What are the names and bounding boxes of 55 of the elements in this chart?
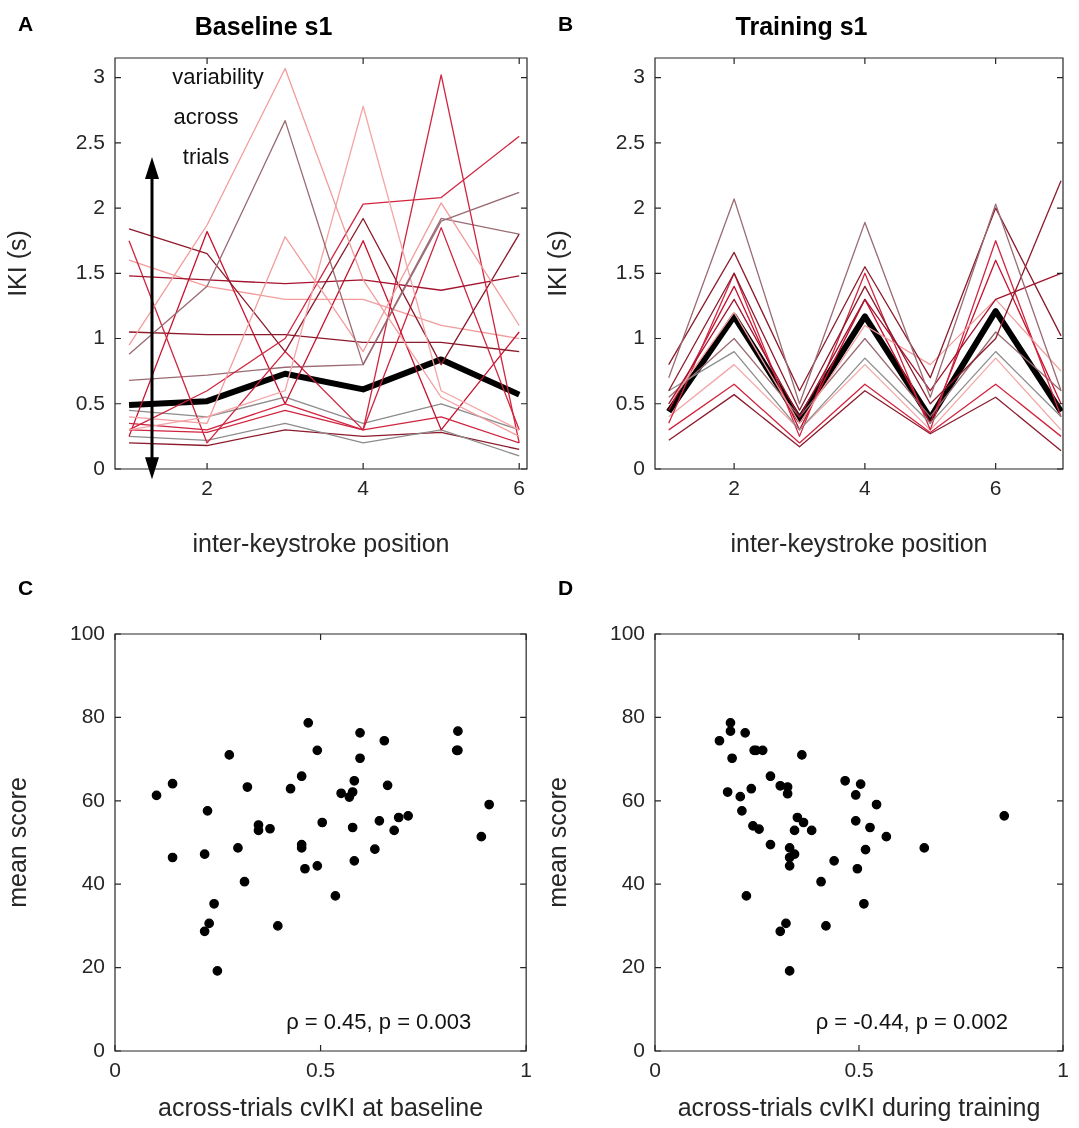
y-tick-label: 100 bbox=[69, 620, 105, 644]
y-axis-title: IKI (s) bbox=[2, 230, 31, 297]
x-axis-title: across-trials cvIKI during training bbox=[677, 1092, 1041, 1121]
chart-title: Baseline s1 bbox=[194, 11, 333, 40]
y-tick-label: 2.5 bbox=[75, 129, 105, 153]
y-tick-label: 2 bbox=[633, 194, 645, 218]
y-tick-label: 40 bbox=[621, 871, 645, 894]
y-tick-label: 0.5 bbox=[75, 390, 105, 414]
text: A bbox=[18, 12, 34, 36]
x-tick-label: 0 bbox=[649, 1058, 661, 1082]
x-axis-title: across-trials cvIKI at baseline bbox=[158, 1092, 484, 1121]
y-axis-title: mean score bbox=[542, 777, 571, 908]
x-tick-label: 2 bbox=[201, 476, 213, 500]
x-tick-label: 0.5 bbox=[305, 1058, 336, 1082]
text: D bbox=[558, 576, 574, 600]
x-tick-label: 4 bbox=[357, 476, 370, 500]
y-tick-label: 0 bbox=[633, 1037, 645, 1061]
annotation: ρ = -0.44, p = 0.002 bbox=[815, 1009, 1008, 1034]
y-tick-label: 60 bbox=[621, 787, 645, 811]
y-tick-label: 1.5 bbox=[75, 260, 105, 284]
x-tick-label: 6 bbox=[513, 476, 526, 500]
x-tick-label: 6 bbox=[989, 476, 1002, 500]
y-tick-label: 100 bbox=[609, 620, 645, 644]
y-tick-label: 0 bbox=[633, 455, 645, 479]
x-tick-label: 0.5 bbox=[844, 1058, 874, 1082]
y-tick-label: 0 bbox=[93, 1037, 105, 1061]
x-tick-label: 0 bbox=[109, 1058, 121, 1082]
y-tick-label: 20 bbox=[81, 954, 105, 978]
annotation: variability across trials bbox=[172, 64, 264, 170]
chart-title: Training s1 bbox=[735, 11, 868, 40]
text: B bbox=[558, 12, 574, 36]
y-tick-label: 1 bbox=[93, 325, 105, 349]
y-tick-label: 2.5 bbox=[615, 129, 645, 153]
x-axis-title: inter-keystroke position bbox=[192, 528, 450, 557]
y-tick-label: 3 bbox=[93, 64, 105, 88]
x-axis-title: inter-keystroke position bbox=[730, 528, 988, 557]
y-tick-label: 80 bbox=[621, 704, 645, 728]
y-tick-label: 0.5 bbox=[615, 390, 645, 414]
y-axis-title: IKI (s) bbox=[542, 230, 571, 297]
annotation: ρ = 0.45, p = 0.003 bbox=[286, 1009, 472, 1034]
x-tick-label: 2 bbox=[728, 476, 740, 500]
text: C bbox=[18, 576, 34, 600]
y-tick-label: 20 bbox=[621, 954, 645, 978]
y-tick-label: 40 bbox=[81, 871, 105, 894]
x-tick-label: 1 bbox=[1057, 1058, 1069, 1082]
y-tick-label: 0 bbox=[93, 455, 105, 479]
y-tick-label: 1 bbox=[633, 325, 645, 349]
y-tick-label: 2 bbox=[93, 194, 105, 218]
x-tick-label: 1 bbox=[520, 1058, 532, 1082]
y-tick-label: 60 bbox=[81, 787, 105, 811]
y-tick-label: 1.5 bbox=[615, 260, 645, 284]
y-axis-title: mean score bbox=[2, 777, 31, 908]
y-tick-label: 3 bbox=[633, 64, 645, 88]
y-tick-label: 80 bbox=[81, 704, 105, 728]
x-tick-label: 4 bbox=[859, 476, 872, 500]
